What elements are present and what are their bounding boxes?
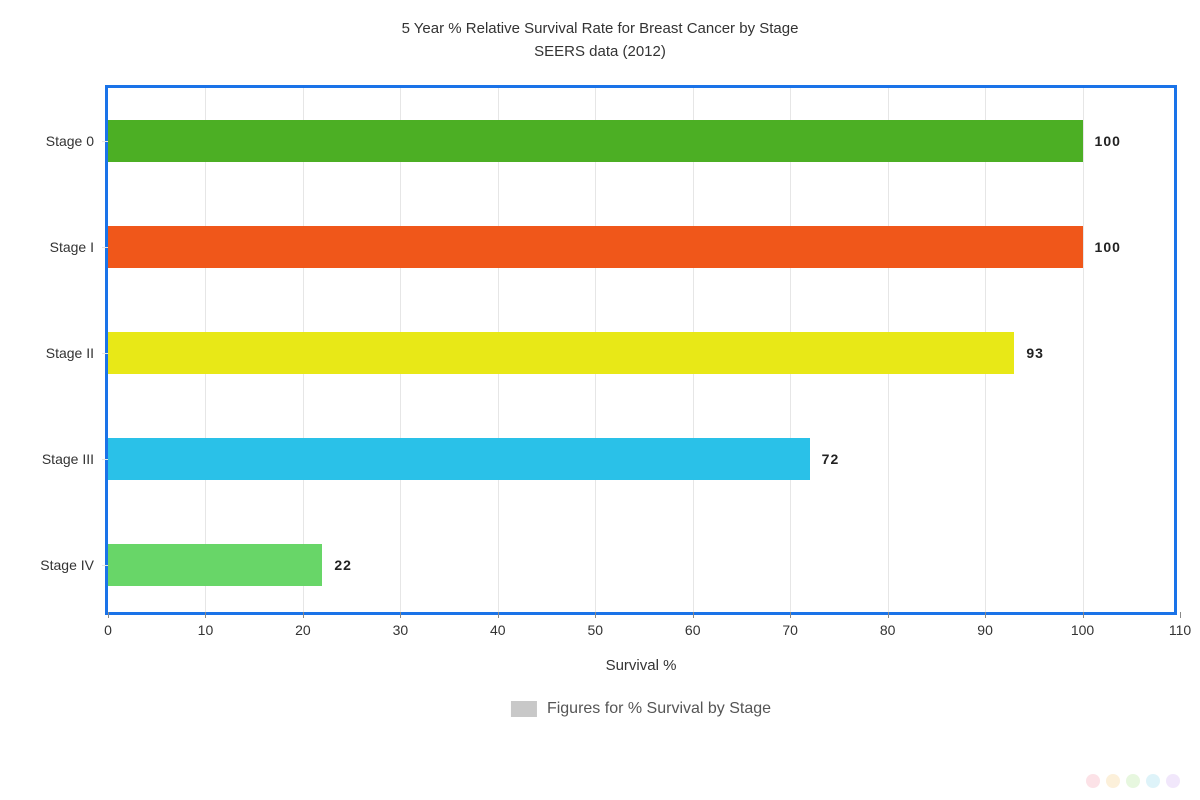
bar bbox=[108, 438, 810, 480]
x-tick-label: 20 bbox=[295, 612, 311, 638]
watermark bbox=[1086, 774, 1180, 788]
chart-title-line2: SEERS data (2012) bbox=[0, 41, 1200, 64]
plot-area: 0102030405060708090100110Stage 0100Stage… bbox=[105, 85, 1177, 615]
watermark-dot bbox=[1166, 774, 1180, 788]
chart-titles: 5 Year % Relative Survival Rate for Brea… bbox=[0, 0, 1200, 63]
chart-container: 5 Year % Relative Survival Rate for Brea… bbox=[0, 0, 1200, 800]
x-gridline bbox=[1083, 88, 1084, 612]
x-tick-label: 50 bbox=[587, 612, 603, 638]
watermark-dot bbox=[1146, 774, 1160, 788]
x-tick-label: 30 bbox=[393, 612, 409, 638]
bar-value-label: 100 bbox=[1095, 239, 1121, 255]
watermark-dot bbox=[1086, 774, 1100, 788]
chart-title-line1: 5 Year % Relative Survival Rate for Brea… bbox=[0, 18, 1200, 41]
y-category-label: Stage 0 bbox=[46, 133, 108, 149]
legend-label: Figures for % Survival by Stage bbox=[547, 700, 771, 718]
x-tick-label: 70 bbox=[782, 612, 798, 638]
x-tick-label: 60 bbox=[685, 612, 701, 638]
legend: Figures for % Survival by Stage bbox=[511, 700, 771, 718]
y-category-label: Stage III bbox=[42, 451, 108, 467]
y-category-label: Stage I bbox=[50, 239, 108, 255]
x-tick-label: 100 bbox=[1071, 612, 1094, 638]
x-tick-label: 90 bbox=[977, 612, 993, 638]
x-tick-label: 40 bbox=[490, 612, 506, 638]
bar-value-label: 72 bbox=[822, 451, 840, 467]
bar bbox=[108, 332, 1014, 374]
x-tick-label: 110 bbox=[1169, 612, 1191, 638]
x-axis-title: Survival % bbox=[606, 657, 677, 674]
bar bbox=[108, 226, 1083, 268]
bar bbox=[108, 544, 322, 586]
bar-value-label: 22 bbox=[334, 557, 352, 573]
x-tick-label: 10 bbox=[198, 612, 214, 638]
x-tick-label: 0 bbox=[104, 612, 112, 638]
legend-swatch bbox=[511, 701, 537, 717]
y-category-label: Stage II bbox=[46, 345, 108, 361]
bar-value-label: 100 bbox=[1095, 133, 1121, 149]
bar-value-label: 93 bbox=[1026, 345, 1044, 361]
bar bbox=[108, 120, 1083, 162]
x-tick-label: 80 bbox=[880, 612, 896, 638]
y-category-label: Stage IV bbox=[40, 557, 108, 573]
watermark-dot bbox=[1106, 774, 1120, 788]
watermark-dot bbox=[1126, 774, 1140, 788]
